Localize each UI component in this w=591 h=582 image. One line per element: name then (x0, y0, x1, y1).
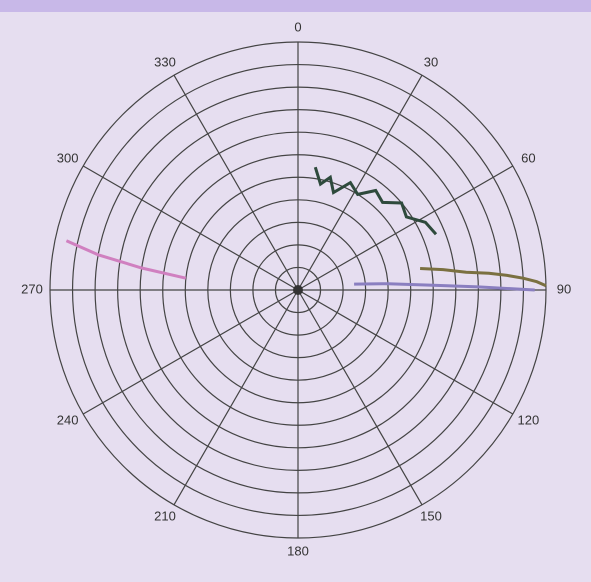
spoke (173, 289, 299, 506)
theta-tick-label: 30 (424, 55, 438, 70)
theta-tick-label: 150 (420, 508, 442, 523)
theta-tick-label: 210 (154, 508, 176, 523)
theta-tick-label: 0 (294, 19, 301, 34)
theta-tick-label: 240 (57, 412, 79, 427)
theta-tick-label: 270 (21, 281, 43, 296)
series-line (420, 267, 547, 288)
plot-background (0, 12, 591, 582)
spoke (297, 74, 423, 291)
series-line (65, 239, 187, 280)
spoke (297, 165, 514, 291)
spoke (173, 74, 299, 291)
top-strip (0, 0, 591, 12)
theta-tick-label: 120 (518, 412, 540, 427)
spoke (82, 165, 299, 291)
theta-tick-label: 90 (557, 281, 571, 296)
series-line (313, 166, 438, 236)
theta-tick-label: 180 (287, 543, 309, 558)
series-line (354, 282, 535, 292)
center (293, 285, 303, 295)
theta-tick-label: 60 (521, 150, 535, 165)
theta-tick-label: 300 (57, 150, 79, 165)
spoke (82, 289, 299, 415)
spoke (297, 289, 514, 415)
spoke (297, 289, 423, 506)
theta-tick-label: 330 (154, 55, 176, 70)
